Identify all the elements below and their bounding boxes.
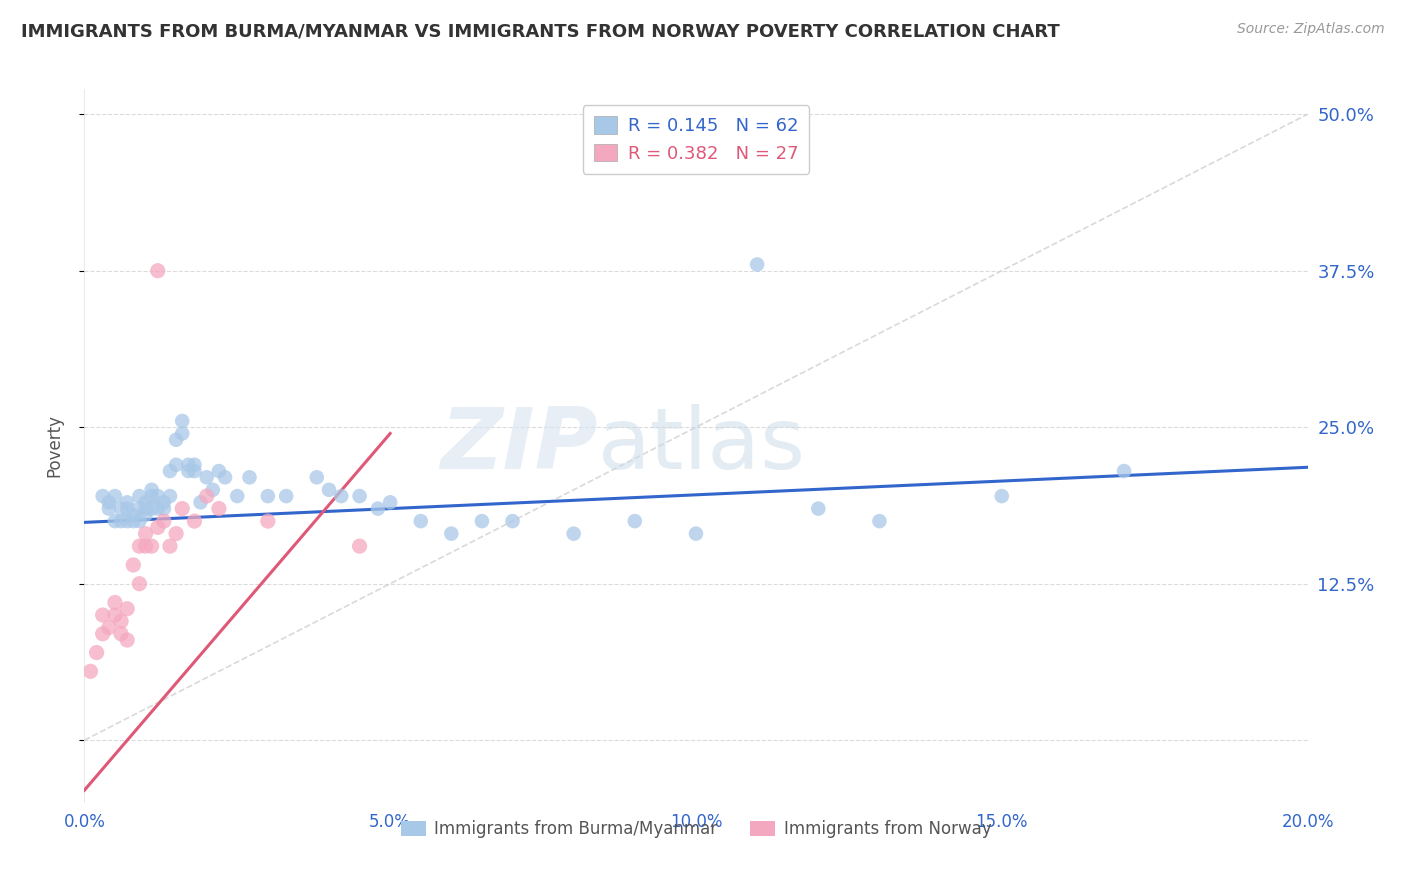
Point [177,464,200,478]
Point [747,257,769,271]
Point [153,501,176,516]
Point [238,470,260,484]
Point [91,607,114,622]
Point [177,458,200,472]
Point [122,508,145,522]
Point [128,576,150,591]
Point [685,526,707,541]
Point [165,526,187,541]
Point [97,621,120,635]
Point [305,470,328,484]
Point [104,595,127,609]
Point [165,458,187,472]
Point [195,489,218,503]
Point [97,501,120,516]
Point [141,501,163,516]
Point [104,607,127,622]
Point [104,489,127,503]
Point [624,514,647,528]
Point [208,501,231,516]
Point [195,470,218,484]
Point [110,514,132,528]
Text: ZIP: ZIP [440,404,598,488]
Text: atlas: atlas [598,404,806,488]
Point [115,633,138,648]
Point [104,514,127,528]
Point [502,514,524,528]
Point [159,489,181,503]
Point [141,489,163,503]
Point [146,520,169,534]
Point [367,501,389,516]
Point [135,495,157,509]
Point [135,508,157,522]
Point [201,483,224,497]
Point [276,489,298,503]
Point [86,646,108,660]
Point [257,489,280,503]
Point [115,601,138,615]
Point [128,514,150,528]
Point [807,501,830,516]
Point [214,470,236,484]
Point [159,464,181,478]
Point [115,514,138,528]
Point [471,514,494,528]
Point [208,464,231,478]
Point [153,514,176,528]
Point [172,501,194,516]
Point [115,495,138,509]
Point [128,489,150,503]
Point [183,514,205,528]
Point [115,501,138,516]
Point [110,501,132,516]
Point [349,489,371,503]
Point [183,464,205,478]
Text: IMMIGRANTS FROM BURMA/MYANMAR VS IMMIGRANTS FROM NORWAY POVERTY CORRELATION CHAR: IMMIGRANTS FROM BURMA/MYANMAR VS IMMIGRA… [21,22,1060,40]
Point [128,501,150,516]
Point [349,539,371,553]
Point [146,489,169,503]
Legend: Immigrants from Burma/Myanmar, Immigrants from Norway: Immigrants from Burma/Myanmar, Immigrant… [394,814,998,845]
Point [141,483,163,497]
Point [991,489,1014,503]
Point [562,526,585,541]
Point [128,539,150,553]
Point [135,539,157,553]
Point [110,614,132,628]
Point [122,514,145,528]
Point [146,264,169,278]
Point [172,414,194,428]
Point [135,501,157,516]
Point [226,489,249,503]
Y-axis label: Poverty: Poverty [45,415,63,477]
Point [146,501,169,516]
Point [91,627,114,641]
Text: Source: ZipAtlas.com: Source: ZipAtlas.com [1237,22,1385,37]
Point [172,426,194,441]
Point [135,526,157,541]
Point [318,483,340,497]
Point [91,489,114,503]
Point [190,495,212,509]
Point [440,526,463,541]
Point [183,458,205,472]
Point [110,627,132,641]
Point [409,514,432,528]
Point [153,495,176,509]
Point [79,665,101,679]
Point [1114,464,1136,478]
Point [165,433,187,447]
Point [141,539,163,553]
Point [122,558,145,572]
Point [380,495,402,509]
Point [97,495,120,509]
Point [330,489,353,503]
Point [869,514,891,528]
Point [257,514,280,528]
Point [159,539,181,553]
